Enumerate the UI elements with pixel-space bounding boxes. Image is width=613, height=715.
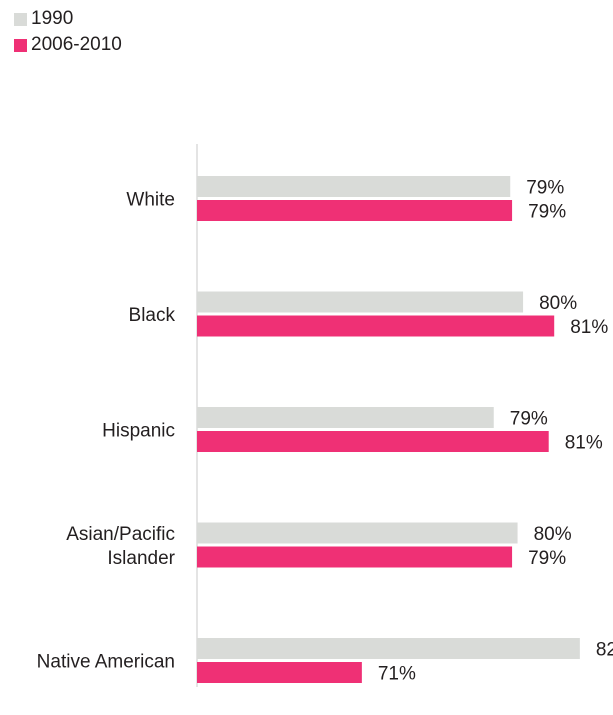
bar-1990-native-american	[197, 638, 580, 659]
value-label-1990-asian-pacific-islander: 80%	[534, 524, 572, 545]
category-label-black: Black	[129, 305, 176, 326]
legend-swatch-2006-2010	[14, 38, 27, 52]
legend-label-1990: 1990	[31, 8, 74, 29]
legend-swatch-1990	[14, 12, 27, 26]
value-label-2006-2010-white: 79%	[528, 202, 566, 223]
value-label-2006-2010-hispanic: 81%	[565, 433, 603, 454]
value-label-1990-black: 80%	[539, 293, 577, 314]
bar-1990-white	[197, 176, 511, 197]
value-label-2006-2010-black: 81%	[570, 317, 608, 338]
category-label-native-american: Native American	[37, 652, 175, 673]
bar-2006-2010-white	[197, 200, 513, 221]
bar-1990-hispanic	[197, 407, 494, 428]
legend-item-1990: 1990	[14, 6, 122, 32]
legend: 1990 2006-2010	[14, 6, 122, 58]
bar-1990-asian-pacific-islander	[197, 522, 518, 544]
value-label-1990-white: 79%	[526, 178, 564, 199]
category-label-white: White	[126, 190, 175, 211]
bar-1990-black	[197, 291, 524, 313]
bar-2006-2010-asian-pacific-islander	[197, 546, 513, 568]
legend-item-2006-2010: 2006-2010	[14, 32, 122, 58]
value-label-2006-2010-native-american: 71%	[378, 664, 416, 685]
value-label-1990-hispanic: 79%	[510, 409, 548, 430]
value-label-2006-2010-asian-pacific-islander: 79%	[528, 548, 566, 569]
category-label-hispanic: Hispanic	[102, 421, 175, 442]
bar-2006-2010-native-american	[197, 662, 362, 683]
legend-label-2006-2010: 2006-2010	[31, 34, 122, 55]
value-label-1990-native-american: 82%	[596, 640, 613, 661]
bar-2006-2010-hispanic	[197, 431, 549, 452]
bar-2006-2010-black	[197, 315, 555, 337]
category-label-asian-pacific-islander: Asian/Pacific Islander	[66, 524, 175, 569]
